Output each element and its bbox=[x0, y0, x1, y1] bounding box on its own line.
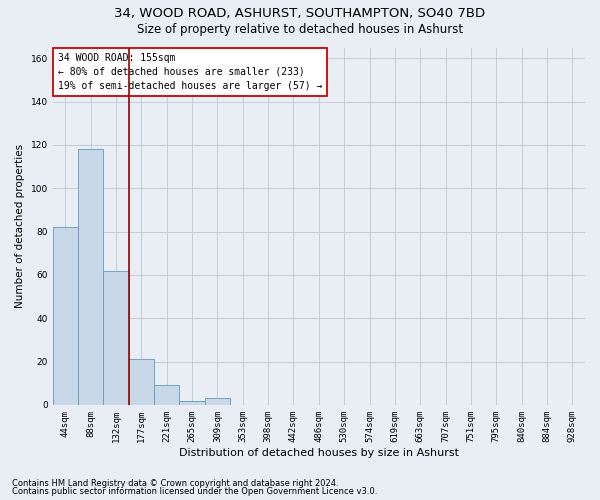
Text: Contains public sector information licensed under the Open Government Licence v3: Contains public sector information licen… bbox=[12, 488, 377, 496]
Text: Size of property relative to detached houses in Ashurst: Size of property relative to detached ho… bbox=[137, 22, 463, 36]
Bar bbox=[154, 386, 179, 405]
Bar bbox=[53, 227, 78, 405]
Text: Contains HM Land Registry data © Crown copyright and database right 2024.: Contains HM Land Registry data © Crown c… bbox=[12, 478, 338, 488]
Bar bbox=[129, 360, 154, 405]
Text: 34 WOOD ROAD: 155sqm
← 80% of detached houses are smaller (233)
19% of semi-deta: 34 WOOD ROAD: 155sqm ← 80% of detached h… bbox=[58, 53, 322, 91]
Bar bbox=[179, 400, 205, 405]
Y-axis label: Number of detached properties: Number of detached properties bbox=[15, 144, 25, 308]
Text: 34, WOOD ROAD, ASHURST, SOUTHAMPTON, SO40 7BD: 34, WOOD ROAD, ASHURST, SOUTHAMPTON, SO4… bbox=[115, 8, 485, 20]
Bar bbox=[205, 398, 230, 405]
X-axis label: Distribution of detached houses by size in Ashurst: Distribution of detached houses by size … bbox=[179, 448, 459, 458]
Bar bbox=[78, 150, 103, 405]
Bar bbox=[103, 270, 129, 405]
